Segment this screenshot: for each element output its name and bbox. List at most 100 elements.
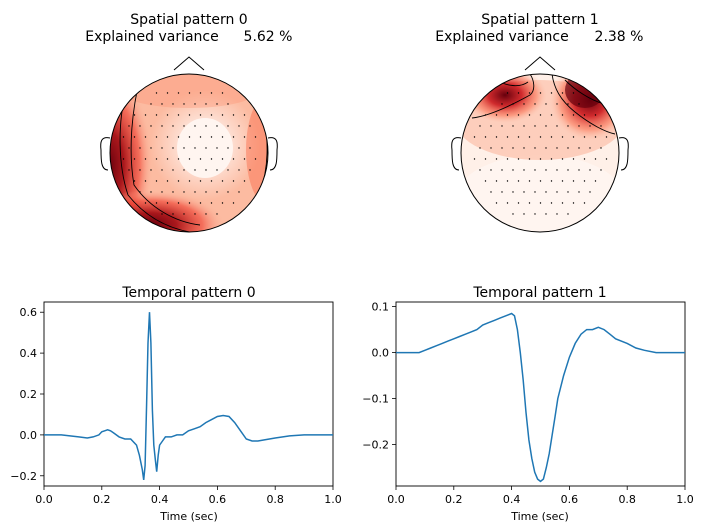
sensor-dot	[210, 114, 213, 116]
sensor-dot	[490, 191, 492, 193]
sensor-dot	[534, 103, 536, 105]
sensor-dot	[227, 103, 229, 105]
sensor-dot	[227, 125, 229, 127]
sensor-dot	[199, 202, 202, 204]
sensor-dot	[572, 92, 575, 94]
sensor-dot	[172, 103, 174, 105]
temporal-chart-1-xtick-label: 1.0	[676, 493, 694, 506]
sensor-dot	[473, 136, 476, 138]
sensor-dot	[161, 147, 163, 149]
sensor-dot	[512, 213, 514, 215]
sensor-dot	[534, 147, 536, 149]
sensor-dot	[161, 103, 163, 105]
temporal-chart-1-title: Temporal pattern 1	[472, 285, 606, 301]
sensor-dot	[216, 213, 218, 215]
sensor-dot	[539, 180, 542, 182]
sensor-dot	[578, 103, 580, 105]
sensor-dot	[194, 147, 196, 149]
sensor-dot	[221, 202, 224, 204]
sensor-dot	[133, 158, 136, 160]
temporal-chart-0: Temporal pattern 0 0.0 0.2 0.4 0.6 0.8 1.0 −0.…	[10, 285, 341, 523]
sensor-dot	[523, 213, 525, 215]
sensor-dot	[150, 169, 152, 171]
sensor-dot	[199, 136, 202, 138]
sensor-dot	[583, 114, 586, 116]
sensor-dot	[501, 191, 503, 193]
sensor-dot	[166, 158, 169, 160]
sensor-dot	[556, 191, 558, 193]
sensor-dot	[227, 169, 229, 171]
sensor-dot	[205, 191, 207, 193]
sensor-dot	[600, 169, 602, 171]
sensor-dot	[572, 136, 575, 138]
sensor-dot	[221, 114, 224, 116]
sensor-dot	[484, 114, 487, 116]
sensor-dot	[556, 103, 558, 105]
sensor-dot	[249, 125, 251, 127]
sensor-dot	[199, 92, 202, 94]
sensor-dot	[155, 202, 158, 204]
sensor-dot	[144, 136, 147, 138]
temporal-chart-1: Temporal pattern 1 0.0 0.2 0.4 0.6 0.8 1.0 −0.…	[362, 285, 693, 523]
sensor-dot	[150, 147, 152, 149]
sensor-dot	[550, 158, 553, 160]
sensor-dot	[517, 180, 520, 182]
sensor-dot	[545, 213, 547, 215]
sensor-dot	[550, 202, 553, 204]
sensor-dot	[572, 180, 575, 182]
sensor-dot	[506, 114, 509, 116]
sensor-dot	[238, 169, 240, 171]
temporal-chart-1-ytick-label: −0.1	[362, 393, 389, 406]
sensor-dot	[589, 125, 591, 127]
sensor-dot	[479, 125, 481, 127]
sensor-dot	[545, 125, 547, 127]
sensor-dot	[605, 136, 608, 138]
sensor-dot	[238, 125, 240, 127]
sensor-dot	[545, 147, 547, 149]
sensor-dot	[205, 103, 207, 105]
sensor-dot	[495, 158, 498, 160]
sensor-dot	[172, 169, 174, 171]
temporal-chart-0-title: Temporal pattern 0	[121, 285, 255, 301]
sensor-dot	[183, 103, 185, 105]
topomap-0-variance-label: Explained variance	[85, 29, 218, 45]
sensor-dot	[128, 125, 130, 127]
sensor-dot	[512, 169, 514, 171]
sensor-dot	[183, 213, 185, 215]
sensor-dot	[216, 169, 218, 171]
sensor-dot	[490, 169, 492, 171]
sensor-dot	[122, 136, 125, 138]
sensor-dot	[512, 103, 514, 105]
sensor-dot	[501, 147, 503, 149]
topomap-1-title: Spatial pattern 1	[481, 12, 598, 28]
sensor-dot	[495, 202, 498, 204]
sensor-dot	[205, 125, 207, 127]
sensor-dot	[556, 125, 558, 127]
sensor-dot	[161, 125, 163, 127]
sensor-dot	[473, 158, 476, 160]
sensor-dot	[166, 92, 169, 94]
sensor-dot	[188, 136, 191, 138]
temporal-chart-0-ytick-label: 0.2	[20, 388, 38, 401]
sensor-dot	[243, 114, 246, 116]
sensor-dot	[161, 213, 163, 215]
sensor-dot	[561, 136, 564, 138]
sensor-dot	[188, 92, 191, 94]
sensor-dot	[512, 191, 514, 193]
sensor-dot	[594, 136, 597, 138]
sensor-dot	[561, 202, 564, 204]
sensor-dot	[506, 202, 509, 204]
sensor-dot	[490, 125, 492, 127]
sensor-dot	[166, 136, 169, 138]
sensor-dot	[155, 114, 158, 116]
sensor-dot	[232, 202, 235, 204]
sensor-dot	[501, 103, 503, 105]
sensor-dot	[183, 191, 185, 193]
temporal-chart-0-series-line	[44, 312, 333, 481]
sensor-dot	[221, 136, 224, 138]
right-ear-icon	[618, 137, 629, 171]
sensor-dot	[227, 191, 229, 193]
sensor-dot	[556, 213, 558, 215]
sensor-dot	[512, 147, 514, 149]
sensor-dot	[567, 103, 569, 105]
